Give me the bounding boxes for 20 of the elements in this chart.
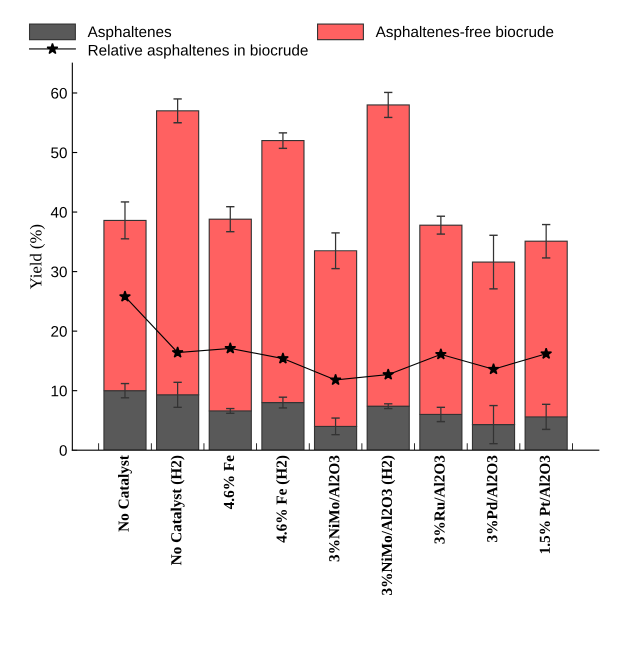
y-tick-label: 10 [52,386,67,396]
legend-label: Relative asphaltenes in biocrude [88,44,308,59]
legend-label: Asphaltenes [88,26,172,40]
x-tick-label: 3%NiMo/Al2O3 (H2) [381,456,396,595]
y-tick-label: 50 [51,147,67,158]
x-tick-label: 4.6% Fe (H2) [276,456,290,543]
x-tick-label: 3%Pd/Al2O3 [486,456,498,542]
x-tick-label: 1.5% Pt/Al2O3 [539,456,550,554]
y-tick-label: 40 [50,206,67,218]
x-tick-label: No Catalyst (H2) [170,456,185,566]
y-tick-label: 20 [51,326,67,337]
x-tick-label: No Catalyst [118,455,132,532]
y-tick-label: 30 [51,266,67,278]
y-tick-label: 60 [51,88,67,99]
x-tick-label: 3%Ru/Al2O3 [434,456,445,544]
x-tick-label: 3%NiMo/Al2O3 [328,456,340,562]
x-tick-label: 4.6% Fe [224,455,234,510]
y-tick-label: 0 [60,445,67,456]
y-axis-title: Yield (%) [30,224,45,290]
legend-label: Asphaltenes-free biocrude [376,26,554,40]
